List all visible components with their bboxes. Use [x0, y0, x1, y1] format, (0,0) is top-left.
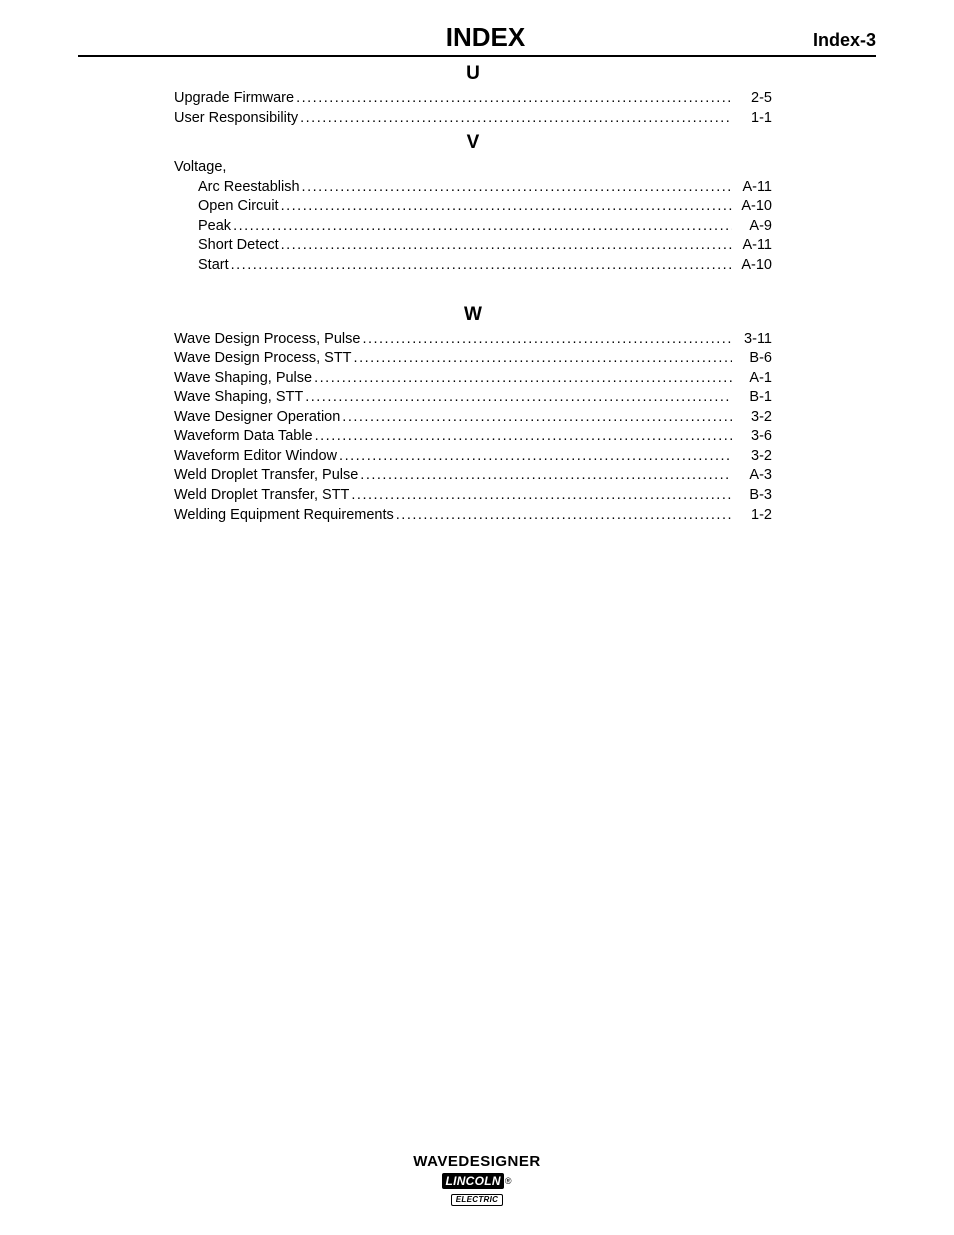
- logo-electric: ELECTRIC: [451, 1194, 503, 1206]
- entry-leader-dots: ........................................…: [396, 506, 732, 526]
- entry-label: Wave Design Process, STT: [174, 349, 352, 369]
- entry-label: Peak: [198, 217, 231, 237]
- entry-leader-dots: ........................................…: [300, 109, 732, 129]
- entry-page: A-10: [734, 256, 772, 276]
- index-entry: Weld Droplet Transfer, Pulse ...........…: [174, 466, 772, 486]
- entry-label: Welding Equipment Requirements: [174, 506, 394, 526]
- index-entry: Wave Shaping, Pulse ....................…: [174, 369, 772, 389]
- entry-leader-dots: ........................................…: [314, 369, 732, 389]
- entry-leader-dots: ........................................…: [305, 388, 732, 408]
- index-subentry: Start ..................................…: [174, 256, 772, 276]
- index-subentry: Short Detect ...........................…: [174, 236, 772, 256]
- index-entry: Wave Shaping, STT ......................…: [174, 388, 772, 408]
- entry-page: 2-5: [734, 89, 772, 109]
- entry-leader-dots: ........................................…: [231, 256, 732, 276]
- index-title: INDEX: [446, 22, 525, 53]
- entry-label: Weld Droplet Transfer, STT: [174, 486, 349, 506]
- index-entry: Upgrade Firmware .......................…: [174, 89, 772, 109]
- entry-page: A-10: [734, 197, 772, 217]
- entry-page: A-9: [734, 217, 772, 237]
- entry-page: B-1: [734, 388, 772, 408]
- entry-leader-dots: ........................................…: [281, 197, 732, 217]
- entry-leader-dots: ........................................…: [315, 427, 732, 447]
- entry-page: A-3: [734, 466, 772, 486]
- index-content: U Upgrade Firmware .....................…: [78, 63, 876, 525]
- entry-leader-dots: ........................................…: [296, 89, 732, 109]
- entry-leader-dots: ........................................…: [354, 349, 732, 369]
- entry-page: 1-2: [734, 506, 772, 526]
- section-letter-v: V: [174, 132, 772, 154]
- entry-page: 3-6: [734, 427, 772, 447]
- entry-label: Start: [198, 256, 229, 276]
- footer-product-name: WAVEDESIGNER: [0, 1153, 954, 1170]
- entry-label: Weld Droplet Transfer, Pulse: [174, 466, 358, 486]
- entry-page: 3-11: [734, 330, 772, 350]
- entry-leader-dots: ........................................…: [233, 217, 732, 237]
- index-entry: Weld Droplet Transfer, STT .............…: [174, 486, 772, 506]
- entry-page: A-11: [734, 178, 772, 198]
- entry-page: 1-1: [734, 109, 772, 129]
- entry-label: Wave Design Process, Pulse: [174, 330, 360, 350]
- index-subentry: Arc Reestablish ........................…: [174, 178, 772, 198]
- index-entry: Wave Design Process, STT ...............…: [174, 349, 772, 369]
- page-header: INDEX Index-3: [78, 22, 876, 57]
- index-entry: Welding Equipment Requirements .........…: [174, 506, 772, 526]
- logo-lincoln: LINCOLN: [442, 1173, 503, 1189]
- section-letter-w: W: [174, 304, 772, 326]
- entry-label: Wave Shaping, STT: [174, 388, 303, 408]
- entry-page: 3-2: [734, 447, 772, 467]
- entry-leader-dots: ........................................…: [339, 447, 732, 467]
- entry-leader-dots: ........................................…: [360, 466, 732, 486]
- entry-page: B-6: [734, 349, 772, 369]
- entry-label: Open Circuit: [198, 197, 279, 217]
- entry-leader-dots: ........................................…: [342, 408, 732, 428]
- logo-top-row: LINCOLN ®: [442, 1173, 511, 1189]
- index-entry: Wave Designer Operation ................…: [174, 408, 772, 428]
- entry-leader-dots: ........................................…: [302, 178, 732, 198]
- entry-label: Wave Shaping, Pulse: [174, 369, 312, 389]
- index-entry: Waveform Data Table ....................…: [174, 427, 772, 447]
- index-entry: Wave Design Process, Pulse .............…: [174, 330, 772, 350]
- index-entry: Waveform Editor Window .................…: [174, 447, 772, 467]
- index-subentry: Open Circuit ...........................…: [174, 197, 772, 217]
- logo-bottom-row: ELECTRIC: [442, 1189, 511, 1207]
- entry-page: 3-2: [734, 408, 772, 428]
- registered-trademark-icon: ®: [505, 1176, 512, 1186]
- entry-label: User Responsibility: [174, 109, 298, 129]
- index-entry: User Responsibility ....................…: [174, 109, 772, 129]
- page-number-label: Index-3: [813, 30, 876, 51]
- entry-leader-dots: ........................................…: [362, 330, 732, 350]
- entry-label: Arc Reestablish: [198, 178, 300, 198]
- entry-leader-dots: ........................................…: [351, 486, 732, 506]
- entry-label: Wave Designer Operation: [174, 408, 340, 428]
- entry-page: A-11: [734, 236, 772, 256]
- lincoln-electric-logo: LINCOLN ® ELECTRIC: [442, 1172, 511, 1207]
- entry-label: Upgrade Firmware: [174, 89, 294, 109]
- entry-group-label: Voltage,: [174, 158, 772, 178]
- entry-label: Waveform Data Table: [174, 427, 313, 447]
- entry-leader-dots: ........................................…: [281, 236, 732, 256]
- section-letter-u: U: [174, 63, 772, 85]
- entry-page: A-1: [734, 369, 772, 389]
- entry-label: Waveform Editor Window: [174, 447, 337, 467]
- page-footer: WAVEDESIGNER LINCOLN ® ELECTRIC: [0, 1153, 954, 1207]
- entry-label: Short Detect: [198, 236, 279, 256]
- entry-page: B-3: [734, 486, 772, 506]
- index-subentry: Peak ...................................…: [174, 217, 772, 237]
